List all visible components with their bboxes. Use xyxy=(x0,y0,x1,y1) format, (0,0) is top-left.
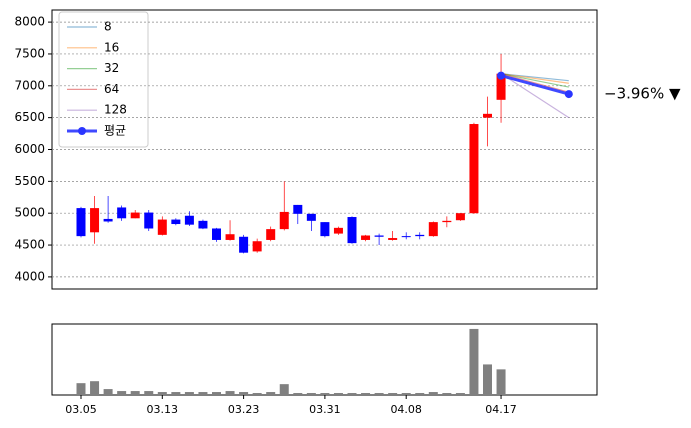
candle-body xyxy=(469,124,479,214)
candle-body xyxy=(455,213,465,221)
volume-bar xyxy=(388,393,398,395)
candle-body xyxy=(293,204,303,214)
x-tick-label: 03.13 xyxy=(147,403,179,416)
candle-body xyxy=(347,217,357,244)
candle-body xyxy=(76,208,86,237)
legend-label: 16 xyxy=(104,40,119,54)
forecast-line xyxy=(500,73,570,119)
candle-body xyxy=(415,234,425,237)
forecast-line xyxy=(500,73,569,88)
volume-bar xyxy=(239,392,249,395)
volume-bar xyxy=(496,369,506,395)
candle-body xyxy=(401,236,411,238)
forecast-line xyxy=(500,74,570,96)
legend-box xyxy=(58,11,149,148)
candle-body xyxy=(333,227,343,234)
candle-body xyxy=(171,219,181,225)
y-tick-label: 5500 xyxy=(14,174,45,188)
volume-bar xyxy=(90,381,100,395)
volume-bar xyxy=(374,393,384,395)
candle-body xyxy=(103,218,113,222)
volume-bar xyxy=(469,328,479,395)
candle-body xyxy=(266,229,276,240)
candle-body xyxy=(130,212,140,219)
legend-label: 평균 xyxy=(104,124,126,138)
volume-bar xyxy=(293,393,303,395)
volume-bar xyxy=(157,392,167,395)
volume-bar xyxy=(103,389,113,395)
volume-bar xyxy=(347,393,357,395)
candle-body xyxy=(496,73,506,100)
volume-bar xyxy=(212,392,221,395)
volume-bar xyxy=(415,393,425,395)
candle-body xyxy=(144,212,154,229)
candle-body xyxy=(90,208,100,233)
volume-bar xyxy=(117,391,127,395)
candle-body xyxy=(117,207,127,219)
candle-body xyxy=(157,219,167,235)
volume-bar xyxy=(252,393,262,395)
y-tick-label: 4500 xyxy=(14,238,45,252)
y-tick-label: 5000 xyxy=(14,206,45,220)
volume-frame xyxy=(51,323,598,396)
candle-body xyxy=(212,228,221,240)
y-tick-label: 7000 xyxy=(14,78,45,92)
candle-body xyxy=(252,241,262,252)
x-tick-label: 04.08 xyxy=(390,403,422,416)
legend-label: 8 xyxy=(104,20,112,34)
volume-bar xyxy=(442,393,452,395)
volume-bar xyxy=(171,392,181,395)
candle-body xyxy=(184,215,194,225)
forecast-line xyxy=(500,73,569,93)
volume-bar xyxy=(266,392,276,395)
candle-body xyxy=(198,220,208,229)
candle-body xyxy=(483,113,492,118)
volume-bar xyxy=(333,393,343,395)
legend-label: 128 xyxy=(104,103,127,117)
candle-body xyxy=(361,235,371,240)
y-tick-label: 6000 xyxy=(14,142,45,156)
legend-marker xyxy=(78,127,86,135)
volume-bar xyxy=(76,383,86,395)
legend-label: 64 xyxy=(104,82,119,96)
volume-bar xyxy=(279,384,289,395)
change-annotation: −3.96% ▼ xyxy=(604,85,681,103)
candle-body xyxy=(442,220,452,223)
forecast-point xyxy=(497,71,506,80)
legend: 8 16 32 64 128 평균 xyxy=(58,11,149,148)
candle-body xyxy=(388,238,398,240)
candle-body xyxy=(374,235,384,237)
candle-body xyxy=(428,222,438,237)
y-tick-label: 7500 xyxy=(14,46,45,60)
volume-bar xyxy=(401,393,411,395)
y-tick-label: 8000 xyxy=(14,15,45,29)
y-tick-label: 6500 xyxy=(14,110,45,124)
volume-bar xyxy=(428,392,438,395)
forecast-point xyxy=(564,90,573,99)
x-tick-label: 04.17 xyxy=(485,403,517,416)
candle-body xyxy=(225,234,235,240)
volume-bar xyxy=(320,393,330,395)
volume-bar xyxy=(306,393,316,395)
volume-bar xyxy=(198,392,208,395)
legend-label: 32 xyxy=(104,61,119,75)
x-tick-label: 03.31 xyxy=(309,403,341,416)
y-tick-label: 4000 xyxy=(14,269,45,283)
volume-bar xyxy=(184,392,194,395)
volume-bar xyxy=(130,391,140,395)
x-tick-label: 03.05 xyxy=(65,403,97,416)
forecast-line xyxy=(500,73,569,84)
candle-body xyxy=(320,222,330,237)
volume-bar xyxy=(361,393,371,395)
x-tick-label: 03.23 xyxy=(228,403,260,416)
volume-bar xyxy=(225,391,235,395)
volume-bar xyxy=(455,393,465,395)
volume-bar xyxy=(483,364,492,395)
volume-bar xyxy=(144,391,154,395)
candle-body xyxy=(306,213,316,221)
candle-body xyxy=(239,236,249,253)
candle-body xyxy=(279,211,289,230)
